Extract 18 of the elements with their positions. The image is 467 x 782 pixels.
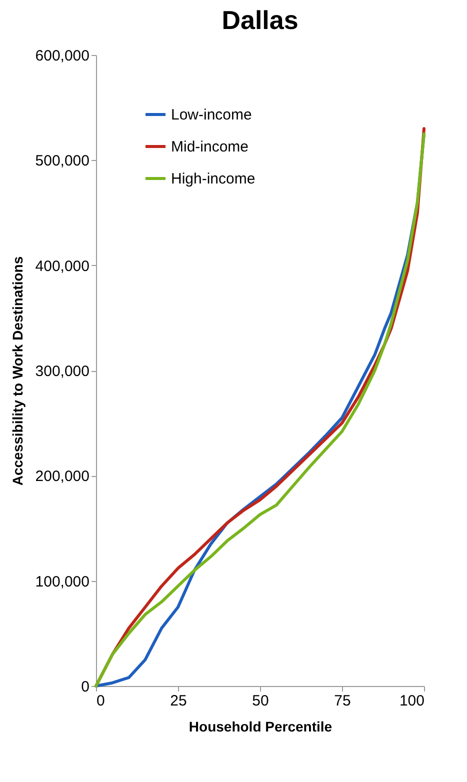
y-axis-title: Accessibility to Work Destinations (9, 256, 26, 486)
x-tick-label: 100 (399, 692, 424, 710)
chart-title: Dallas (222, 5, 298, 35)
legend-label: High-income (171, 170, 256, 188)
x-tick-label: 75 (334, 692, 351, 710)
x-tick-label: 25 (170, 692, 187, 710)
y-tick-label: 100,000 (35, 573, 90, 590)
y-tick-label: 400,000 (35, 258, 90, 275)
x-tick-label: 0 (96, 692, 105, 710)
legend-label: Low-income (171, 106, 252, 124)
y-tick-label: 600,000 (35, 48, 90, 64)
x-axis-title: Household Percentile (188, 718, 332, 734)
y-tick-label: 0 (81, 678, 90, 696)
y-tick-label: 200,000 (35, 468, 90, 486)
x-tick-label: 50 (252, 692, 269, 710)
y-tick-label: 300,000 (35, 363, 90, 380)
legend-label: Mid-income (171, 138, 249, 156)
y-tick-label: 500,000 (35, 152, 90, 170)
